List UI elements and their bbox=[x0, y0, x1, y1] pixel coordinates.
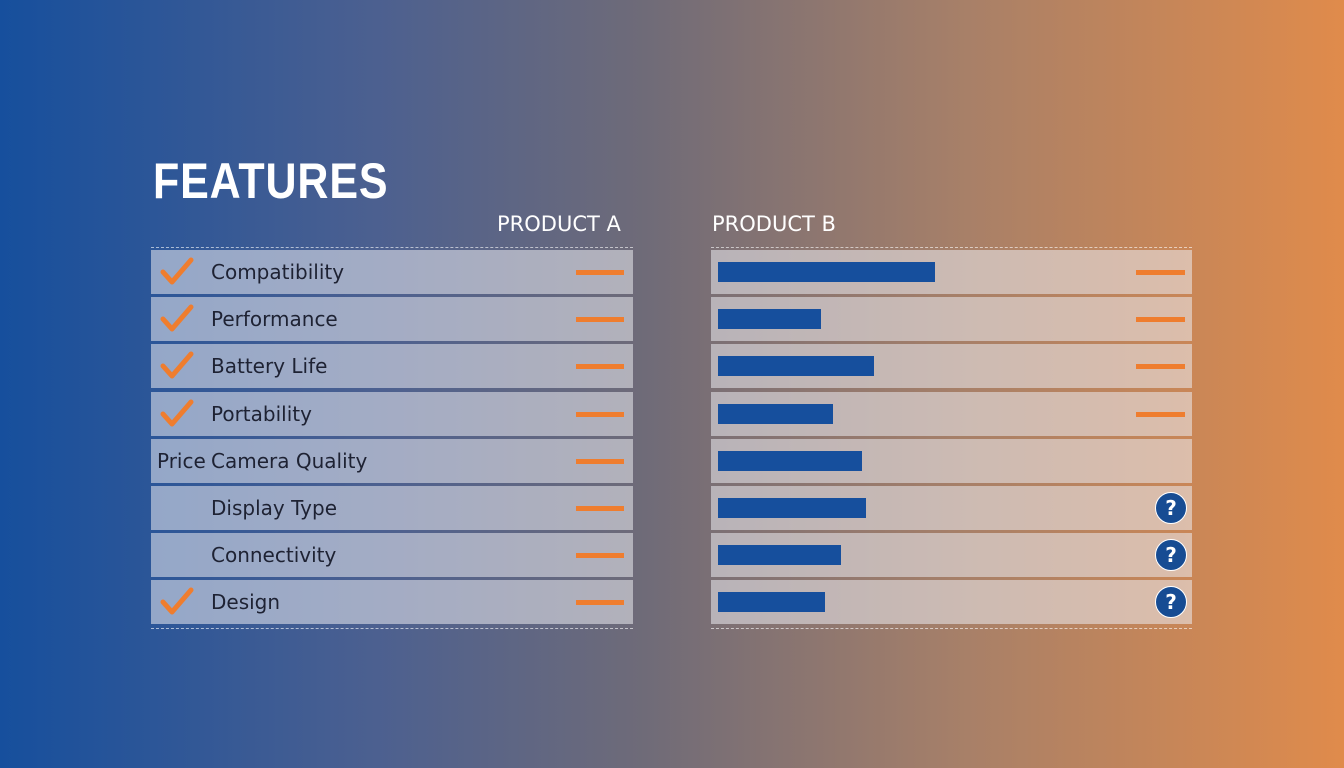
row: ? bbox=[711, 580, 1192, 625]
check bbox=[160, 587, 194, 615]
bar bbox=[718, 592, 825, 613]
row: Performance bbox=[151, 297, 633, 342]
row: Design bbox=[151, 580, 633, 625]
row-label: Display Type bbox=[211, 496, 338, 520]
row: Portability bbox=[151, 391, 633, 436]
check-icon bbox=[160, 587, 194, 615]
row-label: Portability bbox=[211, 401, 312, 426]
column-header: PRODUCT B bbox=[712, 212, 836, 236]
row: Display Type bbox=[151, 486, 633, 530]
bar bbox=[718, 545, 841, 566]
row: Battery Life bbox=[151, 344, 633, 389]
row: Compatibility bbox=[151, 250, 633, 294]
check-icon bbox=[160, 351, 194, 379]
row bbox=[711, 250, 1192, 294]
row-label: Design bbox=[211, 590, 281, 615]
dash bbox=[576, 506, 624, 511]
dash bbox=[576, 411, 624, 417]
row-label: Performance bbox=[211, 307, 338, 332]
check bbox=[160, 399, 194, 427]
bar bbox=[718, 498, 866, 518]
check bbox=[160, 257, 194, 285]
bar bbox=[718, 450, 862, 471]
dash bbox=[1136, 317, 1185, 323]
dash bbox=[1136, 364, 1185, 370]
row-label: Camera Quality bbox=[211, 448, 368, 473]
bar bbox=[718, 309, 821, 330]
help-icon: ? bbox=[1155, 539, 1187, 572]
help-icon: ? bbox=[1155, 586, 1187, 619]
dash bbox=[576, 553, 624, 559]
row-label: Connectivity bbox=[211, 543, 337, 568]
bar bbox=[718, 262, 936, 282]
dash bbox=[1136, 411, 1185, 417]
row bbox=[711, 391, 1192, 436]
row: ? bbox=[711, 486, 1192, 530]
row-label: Battery Life bbox=[211, 354, 328, 379]
check-icon bbox=[160, 304, 194, 332]
dash bbox=[576, 270, 624, 275]
dash bbox=[576, 600, 624, 606]
dash bbox=[576, 364, 624, 370]
dash bbox=[576, 317, 624, 323]
column-header: PRODUCT A bbox=[497, 212, 621, 236]
dash bbox=[1136, 270, 1185, 275]
row: ? bbox=[711, 533, 1192, 578]
row bbox=[711, 344, 1192, 389]
help-icon: ? bbox=[1155, 492, 1187, 524]
check-icon bbox=[160, 399, 194, 427]
check bbox=[160, 304, 194, 332]
check bbox=[160, 351, 194, 379]
dash bbox=[576, 458, 624, 464]
table-b: ??? bbox=[711, 247, 1192, 629]
row bbox=[711, 438, 1192, 483]
row-label: Compatibility bbox=[211, 260, 345, 284]
row bbox=[711, 297, 1192, 342]
bar bbox=[718, 356, 874, 377]
row: Connectivity bbox=[151, 533, 633, 578]
row: Price Camera Quality bbox=[151, 438, 633, 483]
bar bbox=[718, 403, 833, 424]
check-icon bbox=[160, 257, 194, 285]
title: FEATURES bbox=[153, 153, 389, 209]
row-prefix: Price bbox=[157, 448, 206, 473]
table-a: Compatibility Performance Battery Life Port… bbox=[151, 247, 633, 629]
